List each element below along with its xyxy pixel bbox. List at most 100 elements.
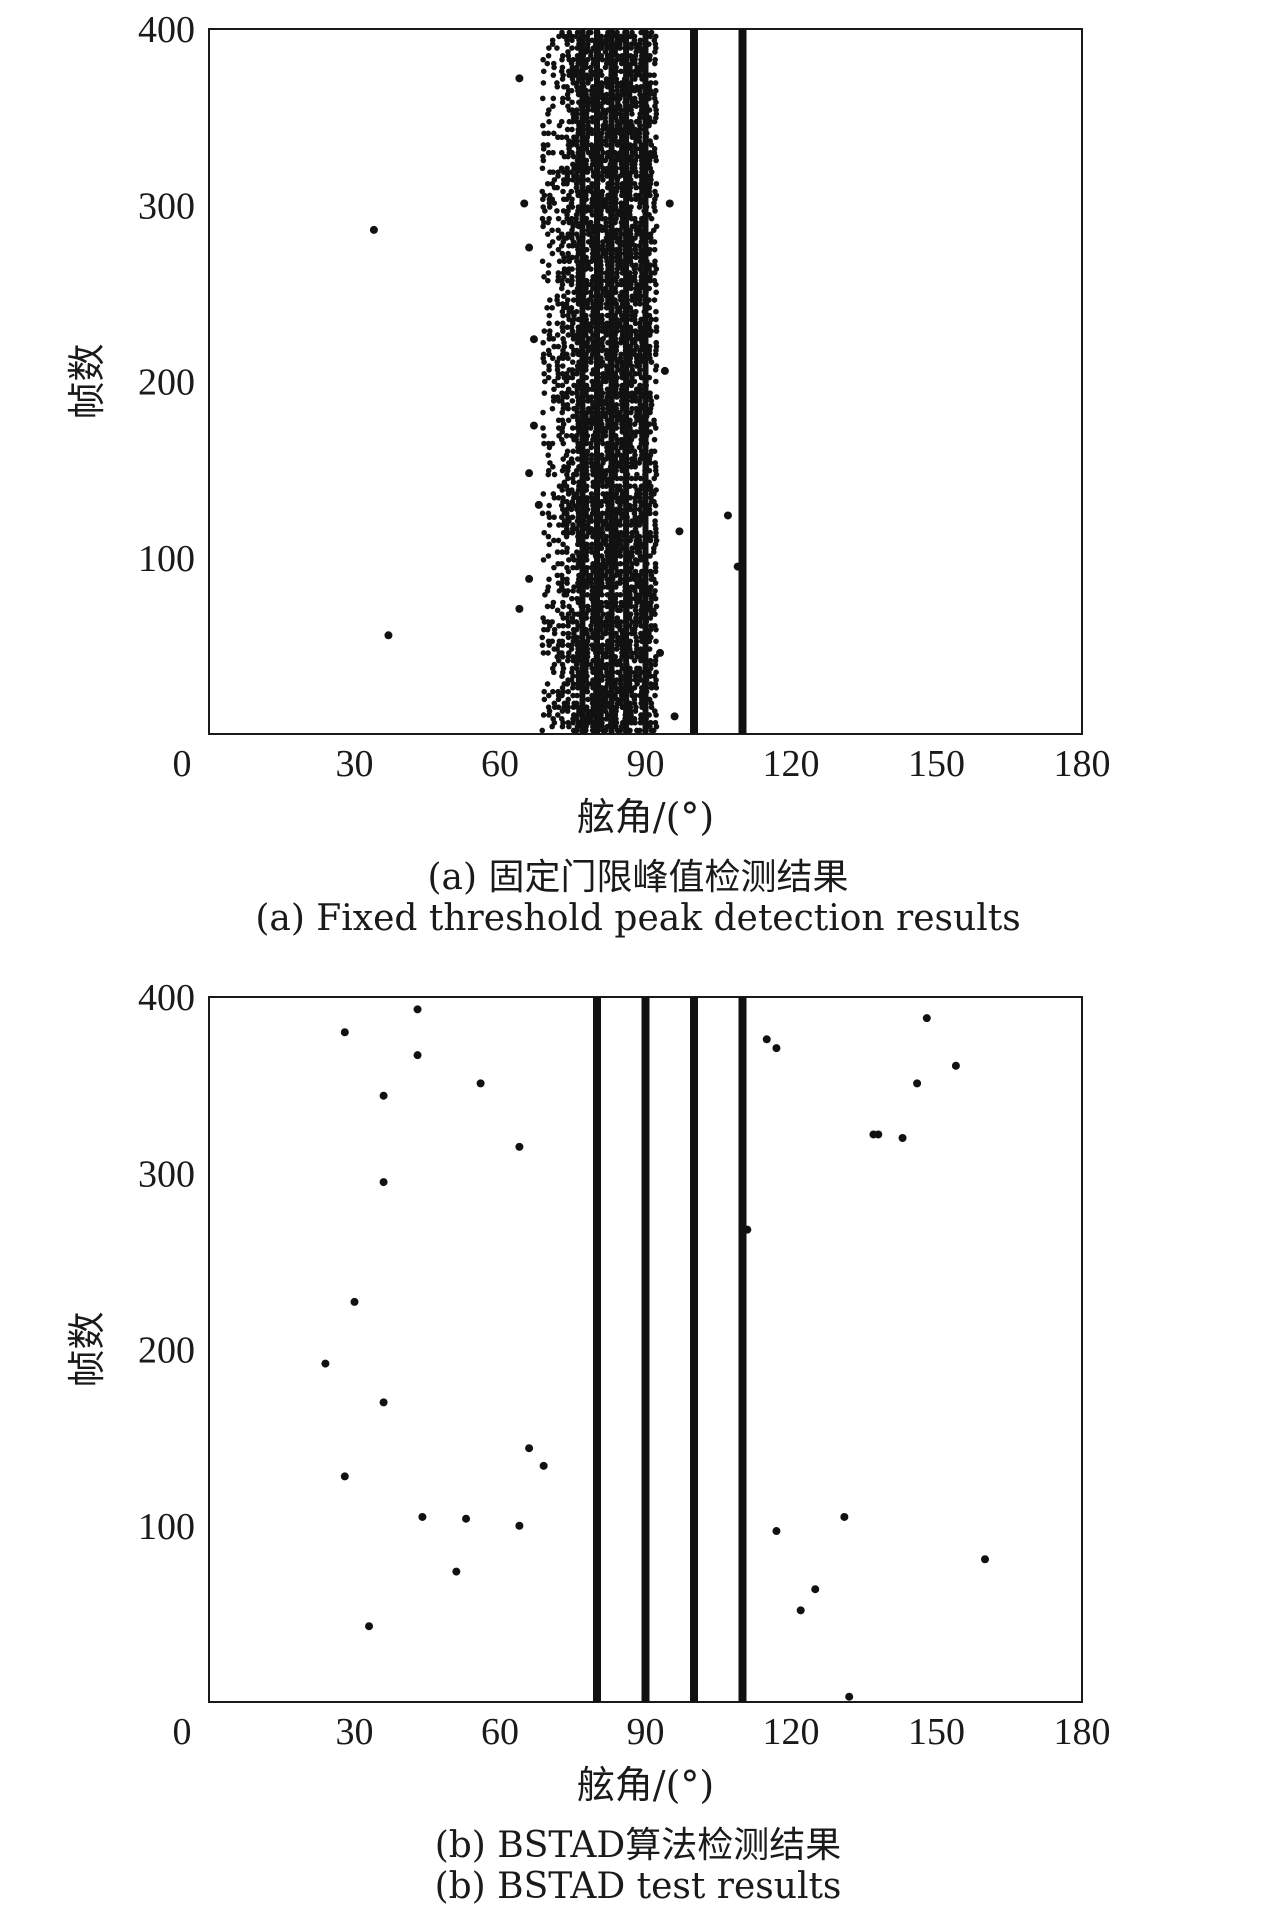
data-point bbox=[568, 215, 575, 222]
data-point bbox=[651, 436, 658, 443]
data-point bbox=[574, 595, 580, 602]
track-line bbox=[594, 29, 600, 734]
data-point bbox=[637, 390, 643, 396]
data-point bbox=[571, 584, 577, 590]
data-point bbox=[569, 254, 576, 261]
data-point bbox=[665, 199, 674, 208]
data-point bbox=[588, 266, 594, 272]
data-point bbox=[631, 33, 638, 40]
data-point bbox=[559, 390, 565, 396]
data-point bbox=[565, 719, 572, 726]
data-point bbox=[588, 491, 595, 497]
data-point bbox=[603, 661, 610, 668]
data-point bbox=[554, 607, 561, 614]
data-point bbox=[618, 529, 624, 536]
data-point bbox=[634, 471, 640, 478]
data-point bbox=[653, 134, 659, 141]
data-point bbox=[569, 425, 576, 431]
x-tick-label: 90 bbox=[627, 1711, 665, 1753]
data-point bbox=[564, 169, 570, 175]
data-point bbox=[588, 126, 594, 133]
data-point bbox=[573, 308, 580, 315]
data-point bbox=[574, 367, 581, 373]
data-point bbox=[652, 692, 658, 699]
data-point bbox=[545, 584, 552, 590]
data-point bbox=[560, 622, 566, 629]
data-point bbox=[647, 262, 654, 268]
data-point bbox=[544, 142, 551, 148]
data-point bbox=[559, 29, 565, 36]
data-point bbox=[529, 335, 538, 344]
data-point bbox=[653, 487, 659, 493]
data-point bbox=[550, 394, 557, 400]
caption-b-cn: (b) BSTAD算法检测结果 bbox=[434, 1825, 842, 1866]
data-point bbox=[599, 316, 605, 323]
data-point bbox=[613, 630, 619, 637]
data-point bbox=[603, 332, 610, 338]
data-point bbox=[584, 448, 591, 455]
data-point bbox=[584, 564, 590, 571]
data-point bbox=[563, 432, 570, 439]
data-point bbox=[632, 557, 639, 563]
data-point bbox=[647, 72, 653, 78]
data-point bbox=[618, 33, 624, 40]
data-point bbox=[554, 184, 561, 191]
data-point bbox=[549, 250, 556, 257]
y-tick-label: 400 bbox=[138, 9, 195, 51]
data-point bbox=[570, 719, 576, 726]
data-point bbox=[540, 68, 547, 75]
data-point bbox=[546, 576, 552, 583]
data-point bbox=[653, 669, 659, 676]
data-point bbox=[568, 305, 575, 311]
data-point bbox=[647, 553, 653, 559]
data-point bbox=[559, 134, 565, 141]
data-point bbox=[588, 359, 594, 365]
y-tick-label: 200 bbox=[138, 362, 195, 404]
data-point bbox=[515, 604, 524, 613]
data-point bbox=[551, 514, 557, 521]
data-point bbox=[568, 169, 575, 175]
data-point bbox=[587, 219, 594, 226]
data-point bbox=[614, 29, 620, 36]
data-point bbox=[614, 184, 621, 191]
data-point bbox=[603, 37, 610, 44]
data-point bbox=[540, 650, 547, 656]
data-point bbox=[539, 634, 546, 641]
data-point bbox=[549, 638, 556, 645]
data-point bbox=[574, 456, 581, 462]
data-point bbox=[573, 231, 580, 237]
data-point bbox=[574, 347, 580, 354]
data-point bbox=[564, 545, 570, 552]
data-point bbox=[570, 56, 577, 63]
data-point bbox=[618, 351, 624, 358]
data-point bbox=[588, 142, 595, 148]
data-point bbox=[569, 126, 575, 133]
data-point bbox=[631, 448, 638, 455]
data-point bbox=[452, 1567, 461, 1576]
data-point bbox=[652, 518, 658, 524]
data-point bbox=[618, 80, 625, 86]
y-tick-label: 300 bbox=[138, 1153, 195, 1195]
data-point bbox=[559, 650, 565, 656]
data-point bbox=[614, 615, 621, 621]
data-point bbox=[540, 204, 547, 210]
data-point bbox=[573, 619, 580, 625]
data-point bbox=[613, 510, 620, 517]
data-point bbox=[549, 41, 556, 47]
data-point bbox=[647, 52, 653, 59]
data-point bbox=[545, 262, 552, 268]
data-point bbox=[550, 149, 556, 156]
data-point bbox=[569, 196, 575, 203]
data-point bbox=[652, 510, 659, 517]
data-point bbox=[631, 378, 638, 385]
data-point bbox=[539, 727, 546, 734]
track-line bbox=[641, 997, 650, 1702]
data-point bbox=[629, 529, 636, 536]
data-point bbox=[603, 76, 610, 82]
data-point bbox=[544, 681, 551, 687]
x-axis-label: 舷角/(°) bbox=[577, 795, 714, 839]
data-point bbox=[546, 118, 552, 125]
data-point bbox=[600, 239, 606, 245]
data-point bbox=[599, 188, 606, 195]
data-point bbox=[598, 498, 605, 505]
